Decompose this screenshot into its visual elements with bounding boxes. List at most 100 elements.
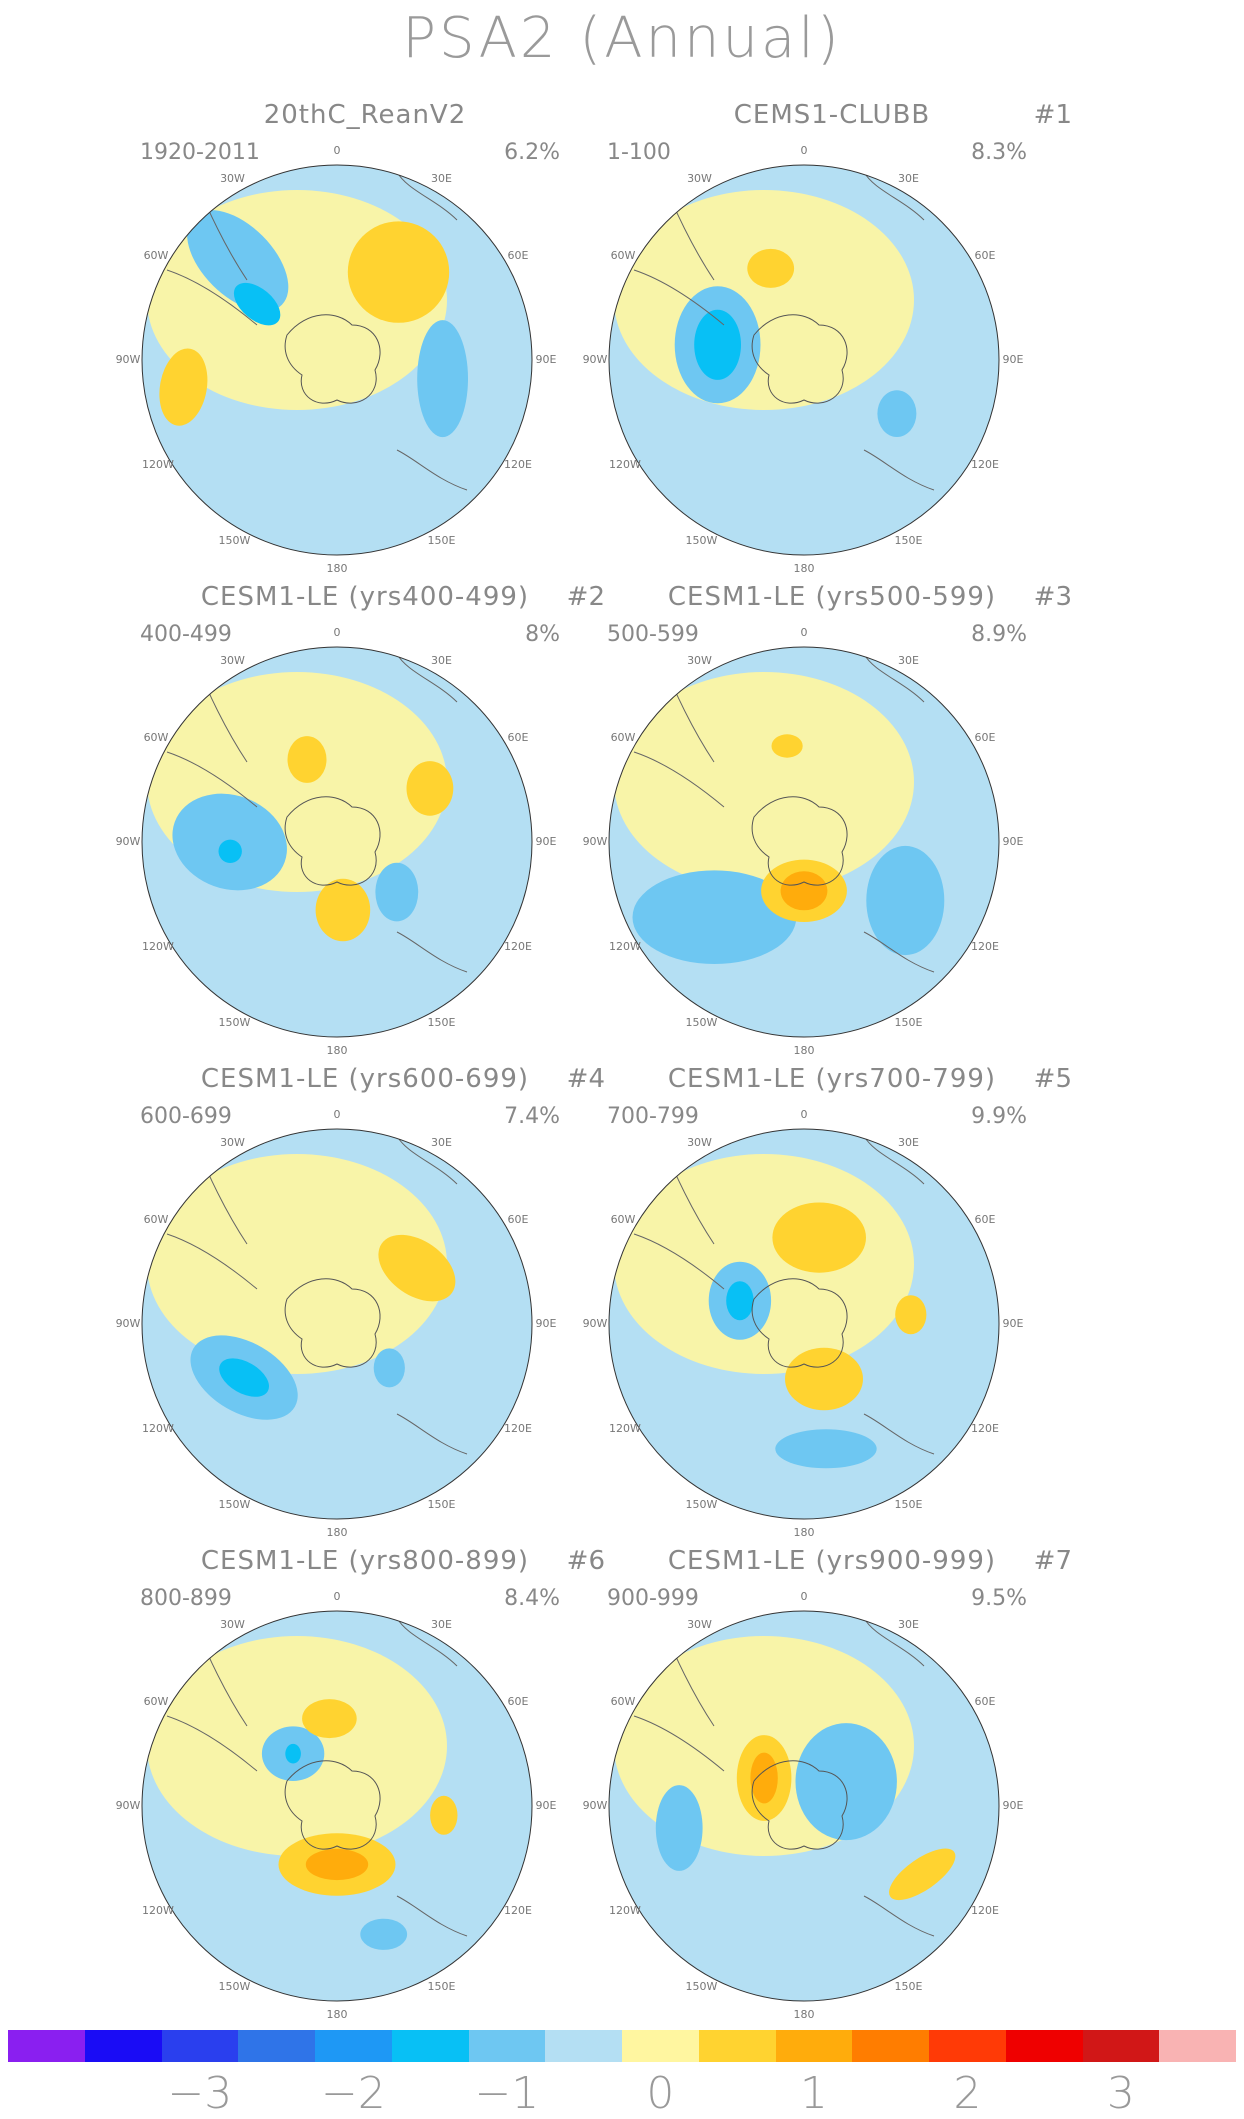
panel-years: 500-599 <box>607 622 699 647</box>
anomaly-contour <box>895 1295 927 1335</box>
longitude-label: 30E <box>898 1136 919 1149</box>
longitude-label: 0 <box>333 1590 341 1603</box>
panel-number: #7 <box>1033 1546 1072 1576</box>
continent-coastlines <box>633 1615 935 1937</box>
panel-title: CESM1-LE (yrs700-799) <box>667 1064 997 1094</box>
longitude-label: 60W <box>143 730 169 744</box>
longitude-label: 180 <box>793 1044 815 1057</box>
colorbar-swatch <box>852 2030 929 2062</box>
longitude-label: 150W <box>685 1497 718 1511</box>
continent-coastlines <box>166 1615 468 1937</box>
panel-percent: 8.4% <box>504 1586 560 1611</box>
longitude-label: 150W <box>685 1015 718 1029</box>
antarctica-coastline <box>751 1760 848 1850</box>
anomaly-contour <box>287 736 327 783</box>
longitude-label: 120W <box>142 939 174 953</box>
anomaly-region <box>614 672 914 892</box>
longitude-label: 120E <box>504 1903 532 1917</box>
panel-title: 20thC_ReanV2 <box>263 100 467 130</box>
panel-percent: 9.9% <box>971 1104 1027 1129</box>
longitude-label: 30E <box>431 654 452 667</box>
longitude-label: 120E <box>971 457 999 471</box>
anomaly-contour <box>655 1785 703 1871</box>
colorbar-swatch <box>622 2030 699 2062</box>
panel-years: 800-899 <box>140 1586 232 1611</box>
longitude-label: 120W <box>609 1421 641 1435</box>
panel-percent: 9.5% <box>971 1586 1027 1611</box>
map-panel: CESM1-LE (yrs700-799) #5 700-799 9.9% 0 30E 60… <box>552 1064 1112 1539</box>
longitude-label: 0 <box>800 1590 808 1603</box>
polar-map <box>608 646 1000 1038</box>
panel-percent: 6.2% <box>504 140 560 165</box>
colorbar-label: 1 <box>799 2068 828 2119</box>
panel-years: 1-100 <box>607 140 671 165</box>
anomaly-region <box>614 1154 914 1374</box>
longitude-label: 30W <box>687 1136 712 1149</box>
colorbar-swatch <box>84 2030 162 2062</box>
anomaly-contour <box>780 871 828 911</box>
longitude-label: 60W <box>610 1212 636 1226</box>
map-panel: CESM1-LE (yrs400-499) #2 400-499 8% 0 30E 60E 9… <box>85 582 645 1057</box>
longitude-label: 120E <box>504 939 532 953</box>
longitude-label: 180 <box>793 2008 815 2021</box>
colorbar-swatch <box>1082 2030 1160 2062</box>
longitude-label: 150E <box>427 1497 456 1511</box>
longitude-label: 120W <box>609 457 641 471</box>
longitude-label: 150W <box>218 1497 251 1511</box>
polar-map <box>141 164 533 556</box>
longitude-label: 60E <box>974 1212 996 1226</box>
panel-years: 700-799 <box>607 1104 699 1129</box>
antarctica-coastline <box>751 796 848 886</box>
antarctica-coastline <box>284 1760 381 1850</box>
panel-percent: 8% <box>525 622 560 647</box>
longitude-label: 180 <box>326 2008 348 2021</box>
longitude-label: 90W <box>115 1799 141 1812</box>
colorbar-label: 3 <box>1106 2068 1135 2119</box>
longitude-label: 30W <box>220 172 245 185</box>
anomaly-contour <box>378 1234 456 1302</box>
longitude-label: 60W <box>143 1694 169 1708</box>
colorbar-swatch <box>238 2030 315 2062</box>
longitude-label: 90W <box>115 835 141 848</box>
anomaly-contour <box>187 210 289 312</box>
longitude-label: 150W <box>685 533 718 547</box>
polar-map <box>141 646 533 1038</box>
colorbar-label: −1 <box>474 2068 540 2119</box>
longitude-label: 30W <box>220 1136 245 1149</box>
longitude-label: 150E <box>427 1979 456 1993</box>
continent-coastlines <box>166 1133 468 1455</box>
anomaly-contour <box>373 1348 405 1388</box>
anomaly-region <box>614 190 914 410</box>
longitude-label: 60E <box>507 1694 529 1708</box>
colorbar <box>8 2030 1236 2062</box>
antarctica-coastline <box>284 314 381 404</box>
longitude-label: 120E <box>504 1421 532 1435</box>
figure-title: PSA2 (Annual) <box>402 6 842 71</box>
longitude-label: 150E <box>894 1979 923 1993</box>
longitude-label: 30E <box>898 654 919 667</box>
anomaly-contour <box>795 1723 897 1841</box>
longitude-label: 90E <box>535 1317 557 1330</box>
colorbar-swatch <box>545 2030 622 2062</box>
map-panel: CESM1-LE (yrs800-899) #6 800-899 8.4% 0 30E 60… <box>85 1546 645 2021</box>
panel-number: #4 <box>566 1064 605 1094</box>
longitude-label: 60E <box>507 730 529 744</box>
colorbar-swatch <box>391 2030 469 2062</box>
longitude-label: 90E <box>535 835 557 848</box>
anomaly-contour <box>218 839 242 863</box>
colorbar-label: 0 <box>646 2068 675 2119</box>
longitude-label: 90W <box>582 353 608 366</box>
longitude-label: 120W <box>142 1903 174 1917</box>
panel-number: #2 <box>566 582 605 612</box>
polar-map <box>608 164 1000 556</box>
colorbar-label: −3 <box>167 2068 233 2119</box>
antarctica-coastline <box>284 1278 381 1368</box>
longitude-label: 180 <box>326 562 348 575</box>
map-panel: CEMS1-CLUBB #1 1-100 8.3% 0 30E 60E 90E 120E 150E… <box>552 100 1112 575</box>
panel-percent: 8.3% <box>971 140 1027 165</box>
colorbar-swatch <box>698 2030 776 2062</box>
longitude-label: 90W <box>582 1317 608 1330</box>
longitude-label: 60E <box>507 1212 529 1226</box>
anomaly-contour <box>750 1752 778 1804</box>
panel-years: 1920-2011 <box>140 140 260 165</box>
